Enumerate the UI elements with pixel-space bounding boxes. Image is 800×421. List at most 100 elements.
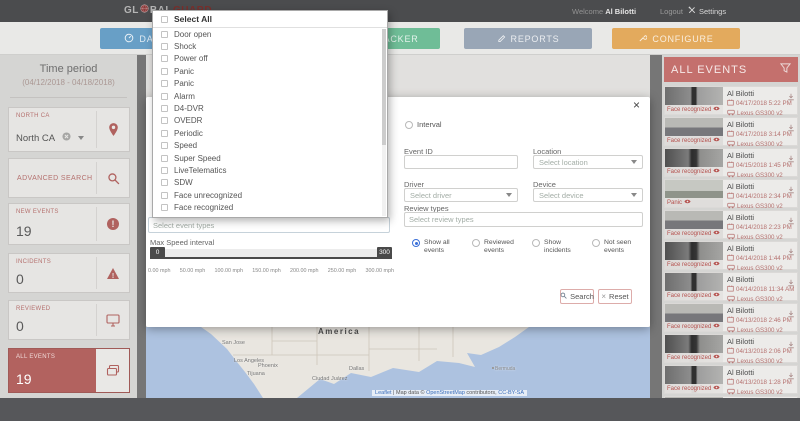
nav-configure-button[interactable]: CONFIGURE [612,28,740,49]
download-icon[interactable] [787,367,795,385]
search-button[interactable]: Search [560,289,594,304]
logout-link[interactable]: Logout [660,7,683,16]
reviewed-events-radio[interactable]: Reviewed events [472,239,522,256]
show-incidents-radio[interactable]: Show incidents [532,239,582,256]
all-events-card[interactable]: ALL EVENTS 19 [8,348,130,393]
download-icon[interactable] [787,119,795,137]
radio-circle[interactable] [405,120,413,129]
event-card[interactable]: Face recognized Al Bilotti 04/13/2018 2:… [664,334,798,365]
interval-radio[interactable]: Interval [405,120,442,129]
event-card[interactable]: Face recognized Al Bilotti 04/17/2018 3:… [664,117,798,148]
event-type-option[interactable]: Face unrecognized [153,189,381,201]
event-type-option[interactable]: Panic [153,78,381,90]
event-card[interactable]: Face recognized Al Bilotti 04/14/2018 1:… [664,241,798,272]
event-thumbnail[interactable]: Face recognized [665,149,723,176]
event-thumbnail[interactable]: Face recognized [665,366,723,393]
event-id-input[interactable] [404,155,518,169]
event-type-option[interactable]: SDW [153,177,381,189]
show-all-events-radio[interactable]: Show all events [412,239,462,256]
event-card[interactable]: Al Bilotti [664,396,798,398]
event-thumbnail[interactable]: Face recognized [665,211,723,238]
download-icon[interactable] [787,305,795,323]
download-icon[interactable] [787,274,795,292]
event-type-option[interactable]: D4-DVR [153,102,381,114]
download-icon[interactable] [787,150,795,168]
event-type-option[interactable]: Periodic [153,127,381,139]
checkbox[interactable] [161,30,168,38]
event-type-option[interactable]: Super Speed [153,152,381,164]
event-thumbnail[interactable] [665,397,723,398]
event-card[interactable]: Face recognized Al Bilotti 04/14/2018 11… [664,272,798,303]
advanced-search-card[interactable]: ADVANCED SEARCH [8,158,130,198]
scrollbar-track[interactable] [382,29,386,216]
event-type-option[interactable]: Panic [153,65,381,77]
event-card[interactable]: Face recognized Al Bilotti 04/17/2018 5:… [664,86,798,117]
new-events-card[interactable]: NEW EVENTS 19 ! [8,203,130,245]
checkbox[interactable] [161,105,168,113]
event-type-option[interactable]: Power off [153,53,381,65]
checkbox[interactable] [161,179,168,187]
event-type-option[interactable]: Speed [153,140,381,152]
event-thumbnail[interactable]: Panic [665,180,723,207]
event-type-option[interactable]: Shock [153,40,381,52]
checkbox[interactable] [161,15,168,23]
event-types-input[interactable] [148,217,390,233]
event-thumbnail[interactable]: Face recognized [665,87,723,114]
checkbox[interactable] [161,154,168,162]
checkbox[interactable] [161,191,168,199]
event-type-option[interactable]: Alarm [153,90,381,102]
event-card[interactable]: Face recognized Al Bilotti 04/14/2018 2:… [664,210,798,241]
map-canvas[interactable]: America San Jose Los Angeles Phoenix Tij… [137,327,650,398]
download-icon[interactable] [787,88,795,106]
event-card[interactable]: Face recognized Al Bilotti 04/13/2018 1:… [664,365,798,396]
checkbox[interactable] [161,92,168,100]
event-thumbnail[interactable]: Face recognized [665,273,723,300]
radio-circle-selected[interactable] [412,239,420,247]
driver-select[interactable]: Select driver [404,188,518,202]
slider-max-handle[interactable]: 300 [377,247,392,258]
region-filter-card[interactable]: NORTH CA North CA [8,107,130,152]
event-type-option[interactable]: Door open [153,28,381,40]
event-thumbnail[interactable]: Face recognized [665,118,723,145]
event-thumbnail[interactable]: Face recognized [665,304,723,331]
chevron-down-icon[interactable] [78,136,85,140]
download-icon[interactable] [787,336,795,354]
download-icon[interactable] [787,243,795,261]
event-thumbnail[interactable]: Face recognized [665,335,723,362]
radio-circle[interactable] [592,239,600,247]
event-type-option[interactable]: LiveTelematics [153,164,381,176]
device-select[interactable]: Select device [533,188,643,202]
download-icon[interactable] [787,212,795,230]
reviewed-card[interactable]: REVIEWED 0 [8,300,130,340]
settings-link[interactable]: Settings [688,6,726,16]
event-type-option[interactable]: OVEDR [153,115,381,127]
checkbox[interactable] [161,80,168,88]
event-card[interactable]: Panic Al Bilotti 04/14/2018 2:34 PM Lexu… [664,179,798,210]
checkbox[interactable] [161,67,168,75]
event-card[interactable]: Face recognized Al Bilotti 04/15/2018 1:… [664,148,798,179]
close-icon[interactable]: × [633,98,641,112]
incidents-card[interactable]: INCIDENTS 0 ! [8,253,130,293]
download-icon[interactable] [787,181,795,199]
select-all-option[interactable]: Select All [153,11,387,28]
event-type-option[interactable]: Face recognized [153,201,381,213]
checkbox[interactable] [161,204,168,212]
checkbox[interactable] [161,166,168,174]
clear-icon[interactable] [62,132,71,144]
events-list[interactable]: Face recognized Al Bilotti 04/17/2018 5:… [664,86,798,398]
checkbox[interactable] [161,43,168,51]
license-link[interactable]: CC-BY-SA [498,390,524,396]
checkbox[interactable] [161,117,168,125]
scrollbar-thumb[interactable] [382,29,386,145]
checkbox[interactable] [161,55,168,63]
slider-min-handle[interactable]: 0 [150,247,165,258]
event-card[interactable]: Face recognized Al Bilotti 04/13/2018 2:… [664,303,798,334]
nav-reports-button[interactable]: REPORTS [464,28,592,49]
osm-link[interactable]: OpenStreetMap [426,390,465,396]
speed-slider-track[interactable]: 0 300 [150,247,392,259]
leaflet-link[interactable]: Leaflet [375,390,392,396]
location-select[interactable]: Select location [533,155,643,169]
not-seen-events-radio[interactable]: Not seen events [592,239,642,256]
reset-button[interactable]: × Reset [598,289,632,304]
event-thumbnail[interactable]: Face recognized [665,242,723,269]
